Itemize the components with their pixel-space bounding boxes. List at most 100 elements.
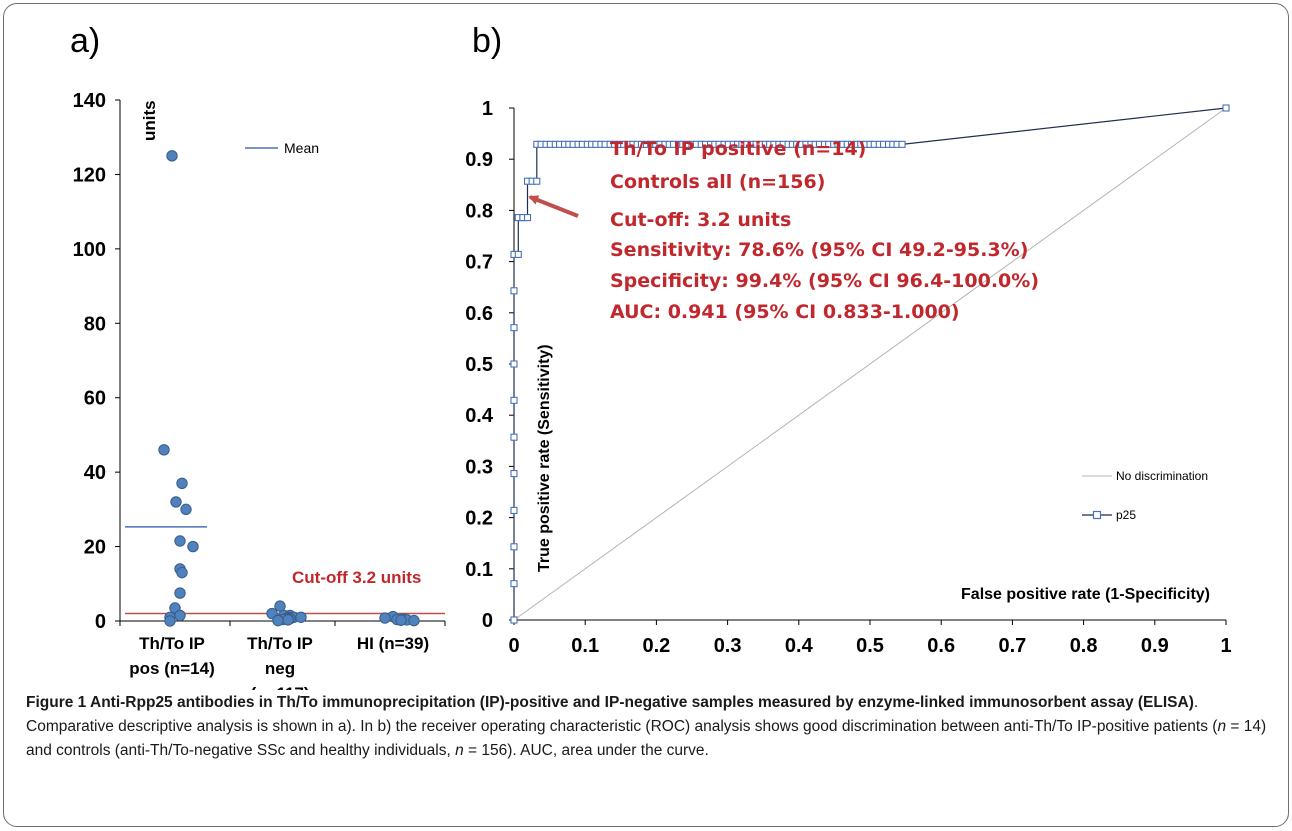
data-point — [164, 615, 176, 627]
roc-annotation: Th/To IP positive (n=14) Controls all (n… — [610, 138, 1039, 323]
panel-a-legend: Mean — [245, 140, 319, 156]
panel-a-marks — [125, 150, 445, 627]
panel-b-y-label: True positive rate (Sensitivity) — [536, 344, 553, 572]
panel-a-y-tick-label: 80 — [84, 313, 106, 335]
panel-b-x-tick-label: 0.1 — [571, 635, 599, 657]
data-point — [272, 614, 284, 627]
panel-b-y-axis: 0 0.1 0.2 0.3 0.4 0.5 0.6 0.7 0.8 0.9 1 — [465, 98, 515, 632]
roc-point — [510, 396, 518, 404]
data-point — [174, 587, 186, 599]
panel-b-x-label: False positive rate (1-Specificity) — [961, 586, 1210, 603]
roc-point — [1222, 104, 1230, 112]
panel-b-x-tick-label: 0.7 — [998, 635, 1026, 657]
panel-b-x-tick-label: 1 — [1220, 635, 1231, 657]
data-point — [408, 614, 420, 627]
panel-b-x-tick-label: 0 — [508, 635, 519, 657]
panel-b-x-tick-label: 0.2 — [642, 635, 670, 657]
data-point — [187, 540, 199, 553]
panel-b-y-tick-label: 0.6 — [465, 303, 493, 325]
panel-a-y-tick-label: 40 — [84, 462, 106, 484]
panel-b-x-tick-label: 0.9 — [1141, 635, 1169, 657]
caption-text-1: . Comparative descriptive analysis is sh… — [26, 694, 1218, 735]
roc-point — [510, 506, 518, 514]
figure-caption: Figure 1 Anti-Rpp25 antibodies in Th/To … — [26, 691, 1274, 763]
panel-a-y-label: units — [140, 100, 159, 141]
panel-b-legend: No discrimination p25 — [1082, 469, 1208, 522]
panel-b-marks — [510, 104, 1230, 624]
panel-a-category-label: HI (n=39) — [357, 634, 429, 653]
panel-a-category-label: (n=117) — [250, 684, 309, 690]
annotation-auc: AUC: 0.941 (95% CI 0.833-1.000) — [610, 301, 960, 323]
panel-b-y-tick-label: 1 — [482, 98, 493, 120]
roc-point — [510, 324, 518, 332]
legend-p25-label: p25 — [1116, 508, 1136, 522]
panel-b-y-tick-label: 0.5 — [465, 354, 493, 376]
roc-point — [510, 616, 518, 624]
panel-b-y-tick-label: 0.8 — [465, 200, 493, 222]
roc-point — [510, 543, 518, 551]
caption-n-2: n — [455, 742, 464, 759]
annotation-sensitivity: Sensitivity: 78.6% (95% CI 49.2-95.3%) — [610, 239, 1028, 261]
data-point — [379, 612, 391, 624]
panel-a-category-label: pos (n=14) — [129, 659, 215, 678]
panel-b-y-tick-label: 0.7 — [465, 252, 493, 274]
data-point — [170, 496, 182, 508]
panel-a-y-tick-label: 0 — [95, 611, 106, 633]
caption-n-1: n — [1217, 718, 1227, 735]
roc-point — [510, 580, 518, 588]
data-point — [282, 614, 294, 626]
panel-a-y-tick-label: 60 — [84, 388, 106, 410]
annotation-cutoff: Cut-off: 3.2 units — [610, 209, 791, 231]
panel-b-x-tick-label: 0.8 — [1070, 635, 1098, 657]
panel-b-x-tick-label: 0.5 — [856, 635, 884, 657]
panel-b-x-tick-label: 0.6 — [927, 635, 955, 657]
panel-a-category-label: Th/To IP — [247, 634, 313, 653]
panel-a-category-label: neg — [265, 659, 295, 678]
data-point — [176, 566, 188, 579]
annotation-group-label: Th/To IP positive (n=14) — [610, 138, 866, 160]
annotation-controls-label: Controls all (n=156) — [610, 171, 825, 193]
panel-b-y-tick-label: 0.3 — [465, 456, 493, 478]
data-point — [158, 444, 170, 456]
data-point — [166, 150, 178, 162]
panel-a-y-tick-label: 120 — [73, 164, 106, 186]
roc-point — [510, 360, 518, 368]
panel-b-x-axis: 0 0.1 0.2 0.3 0.4 0.5 0.6 0.7 0.8 0.9 1 — [508, 619, 1232, 657]
data-point — [295, 611, 307, 623]
panel-b-y-tick-label: 0.2 — [465, 508, 493, 530]
legend-p25-marker — [1092, 510, 1102, 520]
panel-a-y-tick-label: 100 — [73, 239, 106, 261]
roc-point — [514, 250, 522, 258]
roc-point — [533, 177, 541, 185]
cutoff-arrow — [528, 195, 579, 218]
no-discrimination-line — [513, 107, 1227, 621]
panel-b-y-tick-label: 0.1 — [465, 559, 493, 581]
roc-point — [523, 214, 532, 222]
data-point — [176, 477, 188, 490]
figure-frame — [3, 3, 1289, 827]
cutoff-label: Cut-off 3.2 units — [292, 568, 421, 587]
panel-b-x-tick-label: 0.3 — [714, 635, 742, 657]
annotation-specificity: Specificity: 99.4% (95% CI 96.4-100.0%) — [610, 270, 1039, 292]
panel-b-x-tick-label: 0.4 — [785, 635, 814, 657]
panel-a-y-axis: 0 20 40 60 80 100 120 140 — [73, 90, 121, 633]
panel-a-y-tick-label: 20 — [84, 537, 106, 559]
roc-point — [510, 470, 518, 478]
data-point — [174, 535, 186, 547]
legend-nodisc-label: No discrimination — [1116, 469, 1208, 483]
data-point — [174, 609, 186, 622]
panel-b-y-tick-label: 0 — [482, 610, 493, 632]
panel-a-category-label: Th/To IP — [139, 634, 205, 653]
panel-b-y-tick-label: 0.4 — [465, 405, 494, 427]
caption-title: Figure 1 Anti-Rpp25 antibodies in Th/To … — [26, 694, 1194, 711]
panel-a-label: a) — [70, 22, 100, 60]
panel-a-x-axis: Th/To IP pos (n=14) Th/To IP neg (n=117) HI (… — [119, 620, 446, 690]
panel-b-y-tick-label: 0.9 — [465, 149, 493, 171]
caption-text-3: = 156). AUC, area under the curve. — [463, 742, 709, 759]
roc-point — [510, 433, 518, 441]
data-point — [395, 614, 407, 626]
panel-a-y-tick-label: 140 — [73, 90, 106, 112]
data-point — [274, 600, 286, 612]
caption-text-2: = 14) and controls (anti-Th/To-negative … — [26, 718, 1267, 759]
